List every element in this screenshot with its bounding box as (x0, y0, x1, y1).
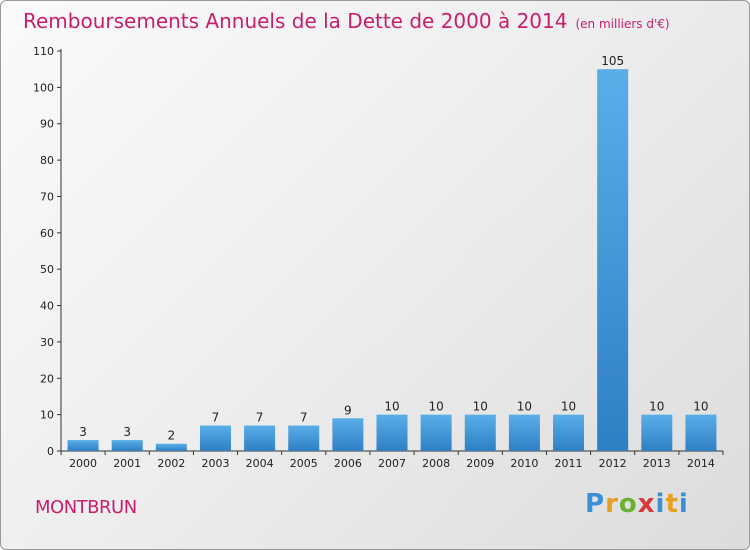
bar (508, 414, 540, 451)
data-label: 2 (168, 429, 176, 443)
logo-letter: t (665, 489, 679, 519)
y-tick-label: 110 (33, 45, 54, 58)
data-label: 9 (344, 403, 352, 417)
chart-title-block: Remboursements Annuels de la Dette de 20… (23, 9, 670, 33)
x-tick-label: 2014 (687, 457, 715, 470)
data-label: 7 (256, 411, 264, 425)
x-tick-label: 2011 (555, 457, 583, 470)
bar (597, 69, 629, 451)
logo-letter: o (618, 489, 638, 519)
y-tick-label: 90 (40, 118, 54, 131)
data-label: 3 (79, 425, 87, 439)
x-tick-label: 2002 (157, 457, 185, 470)
data-label: 10 (428, 400, 443, 414)
logo-letter: i (678, 489, 689, 519)
y-tick-label: 30 (40, 336, 54, 349)
bar (641, 414, 673, 451)
bar (155, 443, 187, 451)
logo-letter: x (637, 489, 656, 519)
data-label: 105 (601, 54, 624, 68)
x-tick-label: 2005 (290, 457, 318, 470)
y-tick-label: 10 (40, 409, 54, 422)
bar (332, 418, 364, 451)
y-tick-label: 40 (40, 300, 54, 313)
x-tick-label: 2007 (378, 457, 406, 470)
y-tick-label: 80 (40, 154, 54, 167)
y-tick-label: 70 (40, 190, 54, 203)
proxiti-logo: Proxiti (585, 489, 689, 519)
bar (420, 414, 452, 451)
chart-title: Remboursements Annuels de la Dette de 20… (23, 9, 568, 33)
bar (67, 440, 99, 451)
x-tick-label: 2001 (113, 457, 141, 470)
bar (244, 425, 276, 451)
bar (288, 425, 320, 451)
town-name: MONTBRUN (35, 497, 137, 518)
bar (199, 425, 231, 451)
data-label: 10 (473, 400, 488, 414)
x-tick-label: 2013 (643, 457, 671, 470)
x-tick-label: 2006 (334, 457, 362, 470)
y-tick-label: 20 (40, 372, 54, 385)
x-tick-label: 2010 (510, 457, 538, 470)
bar (111, 440, 143, 451)
bar (464, 414, 496, 451)
bar (553, 414, 585, 451)
data-label: 10 (384, 400, 399, 414)
x-tick-label: 2003 (201, 457, 229, 470)
data-label: 10 (649, 400, 664, 414)
y-tick-label: 50 (40, 263, 54, 276)
data-label: 7 (212, 411, 220, 425)
logo-letter: i (655, 489, 666, 519)
data-label: 3 (123, 425, 131, 439)
y-tick-label: 60 (40, 227, 54, 240)
x-tick-label: 2000 (69, 457, 97, 470)
data-label: 10 (517, 400, 532, 414)
logo-letter: P (585, 489, 606, 519)
bar (685, 414, 717, 451)
x-tick-label: 2009 (466, 457, 494, 470)
y-tick-label: 0 (47, 445, 54, 458)
bar (376, 414, 408, 451)
x-tick-label: 2008 (422, 457, 450, 470)
x-tick-label: 2012 (599, 457, 627, 470)
data-label: 7 (300, 411, 308, 425)
unit-note: (en milliers d'€) (575, 17, 670, 31)
data-label: 10 (561, 400, 576, 414)
logo-letter: r (605, 489, 619, 519)
data-label: 10 (693, 400, 708, 414)
x-tick-label: 2004 (246, 457, 274, 470)
y-tick-label: 100 (33, 81, 54, 94)
